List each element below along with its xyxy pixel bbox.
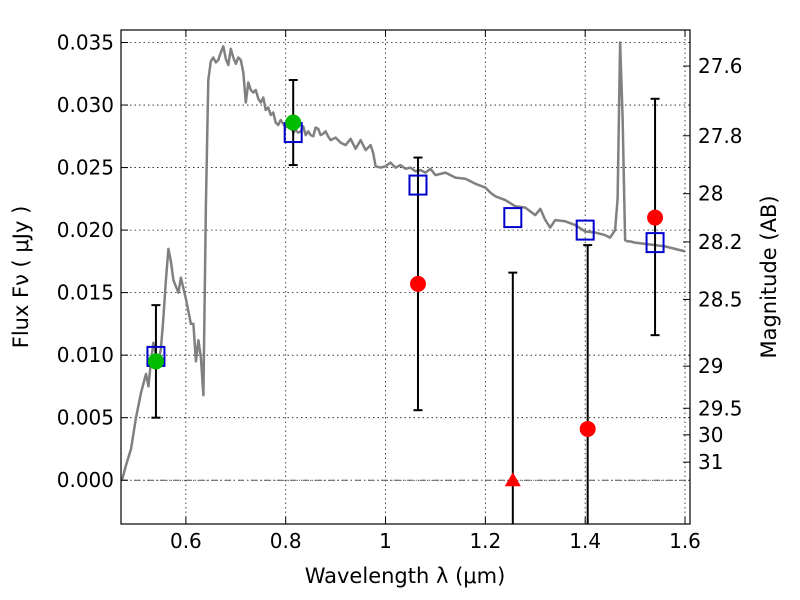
y-tick-label-0: 0.000 [57,468,114,492]
measurements-point-2 [647,209,664,226]
error-bars-group [151,79,660,524]
y-tick-label-2: 0.010 [57,343,114,367]
y2-tick-label-0: 27.6 [698,54,743,78]
x-tick-label-3: 1.2 [469,529,501,553]
plot-frame [120,29,691,525]
model-photometry-square-4 [575,219,595,241]
y2-tick-label-5: 29 [698,354,723,378]
y-axis-label: Flux Fν ( μJy ) [9,206,33,349]
y-tick-label-6: 0.030 [57,93,114,117]
detections-point-1 [285,114,302,131]
detections-point-0 [147,353,164,370]
y-tick-label-7: 0.035 [57,31,114,55]
y2-tick-label-3: 28.2 [698,230,743,254]
measurements-point-1 [579,420,596,437]
y2-axis-label: Magnitude (AB) [757,195,781,358]
x-tick-label-4: 1.4 [569,529,601,553]
y2-tick-label-8: 31 [698,450,723,474]
measurements-point-0 [409,275,426,292]
x-tick-label-5: 1.6 [669,529,701,553]
y2-tick-label-2: 28 [698,182,723,206]
y2-tick-label-1: 27.8 [698,124,743,148]
model-photometry-square-3 [503,207,523,229]
x-tick-label-2: 1 [379,529,392,553]
y-tick-label-1: 0.005 [57,406,114,430]
ticks-group: 0.6 0.8 1 1.2 1.4 1.6 0.000 0.005 0.010 0.015 0.02… [57,30,743,553]
y2-tick-label-6: 29.5 [698,396,743,420]
model-sed-group [120,41,686,481]
y2-tick-label-7: 30 [698,423,723,447]
model-sed-line [120,41,686,481]
y-tick-label-3: 0.015 [57,281,114,305]
y-tick-label-4: 0.020 [57,218,114,242]
model-photometry-square-5 [645,232,665,254]
markers-group [146,114,665,487]
x-axis-label: Wavelength λ (μm) [305,564,506,588]
x-tick-label-0: 0.6 [170,529,202,553]
upper-limit-triangle-0 [504,472,521,487]
model-photometry-square-2 [408,174,428,196]
y-tick-label-5: 0.025 [57,156,114,180]
y2-tick-label-4: 28.5 [698,287,743,311]
x-tick-label-1: 0.8 [270,529,302,553]
